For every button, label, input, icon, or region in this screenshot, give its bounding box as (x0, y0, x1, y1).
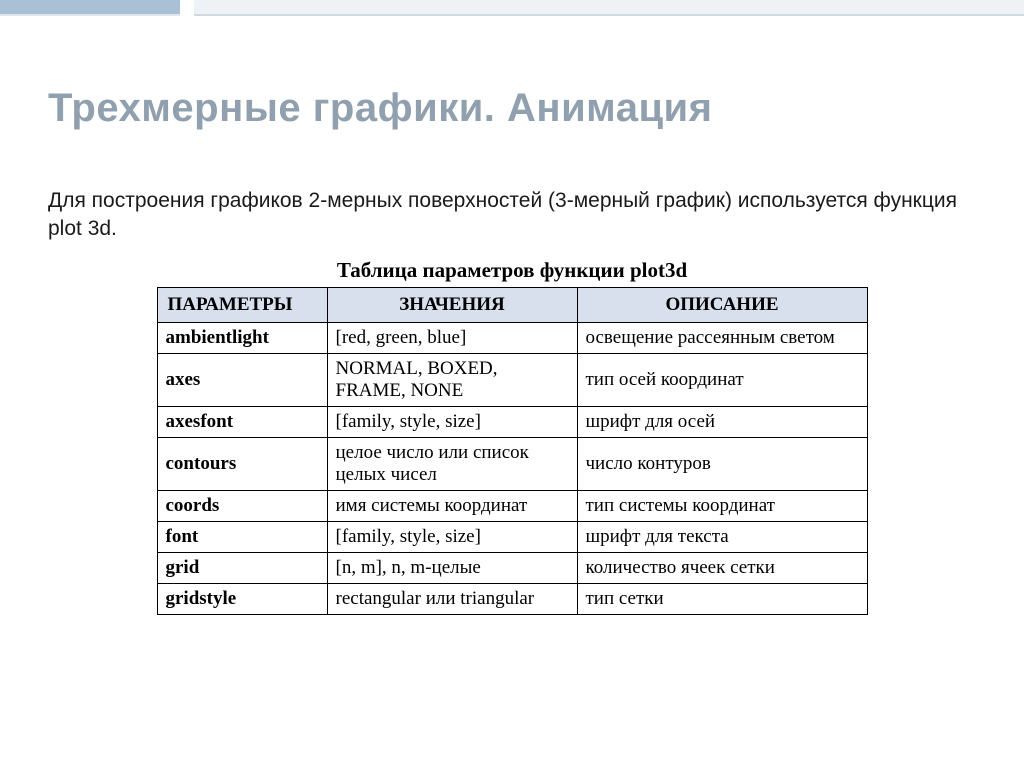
cell-param: font (157, 521, 327, 552)
cell-value: rectangular или triangular (327, 583, 577, 614)
table-caption: Таблица параметров функции plot3d (337, 258, 687, 283)
top-border-gap (180, 0, 194, 16)
cell-desc: число контуров (577, 437, 867, 490)
cell-param: axesfont (157, 406, 327, 437)
top-border-accent-light (194, 0, 1024, 16)
table-row: gridstyle rectangular или triangular тип… (157, 583, 867, 614)
cell-param: gridstyle (157, 583, 327, 614)
cell-value: [family, style, size] (327, 521, 577, 552)
cell-value: [n, m], n, m-целые (327, 552, 577, 583)
table-row: axesfont [family, style, size] шрифт для… (157, 406, 867, 437)
slide-content: Трехмерные графики. Анимация Для построе… (0, 16, 1024, 767)
table-header-values: ЗНАЧЕНИЯ (327, 287, 577, 322)
table-body: ambientlight [red, green, blue] освещени… (157, 322, 867, 614)
table-row: contours целое число или список целых чи… (157, 437, 867, 490)
slide-top-border (0, 0, 1024, 16)
cell-param: ambientlight (157, 322, 327, 353)
params-table: ПАРАМЕТРЫ ЗНАЧЕНИЯ ОПИСАНИЕ ambientlight… (157, 287, 868, 615)
table-container: Таблица параметров функции plot3d ПАРАМЕ… (48, 258, 976, 615)
table-row: ambientlight [red, green, blue] освещени… (157, 322, 867, 353)
cell-value: целое число или список целых чисел (327, 437, 577, 490)
cell-desc: количество ячеек сетки (577, 552, 867, 583)
cell-param: contours (157, 437, 327, 490)
top-border-accent-dark (0, 0, 180, 16)
table-header-params: ПАРАМЕТРЫ (157, 287, 327, 322)
cell-value: [family, style, size] (327, 406, 577, 437)
cell-param: grid (157, 552, 327, 583)
cell-desc: шрифт для осей (577, 406, 867, 437)
cell-desc: тип сетки (577, 583, 867, 614)
table-row: coords имя системы координат тип системы… (157, 490, 867, 521)
table-row: axes NORMAL, BOXED, FRAME, NONE тип осей… (157, 353, 867, 406)
cell-desc: освещение рассеянным светом (577, 322, 867, 353)
cell-param: axes (157, 353, 327, 406)
cell-desc: тип системы координат (577, 490, 867, 521)
table-header-desc: ОПИСАНИЕ (577, 287, 867, 322)
cell-desc: тип осей координат (577, 353, 867, 406)
cell-value: NORMAL, BOXED, FRAME, NONE (327, 353, 577, 406)
slide-title: Трехмерные графики. Анимация (48, 86, 976, 131)
cell-param: coords (157, 490, 327, 521)
table-row: grid [n, m], n, m-целые количество ячеек… (157, 552, 867, 583)
cell-value: [red, green, blue] (327, 322, 577, 353)
cell-desc: шрифт для текста (577, 521, 867, 552)
table-header-row: ПАРАМЕТРЫ ЗНАЧЕНИЯ ОПИСАНИЕ (157, 287, 867, 322)
cell-value: имя системы координат (327, 490, 577, 521)
table-row: font [family, style, size] шрифт для тек… (157, 521, 867, 552)
intro-paragraph: Для построения графиков 2-мерных поверхн… (48, 187, 976, 244)
